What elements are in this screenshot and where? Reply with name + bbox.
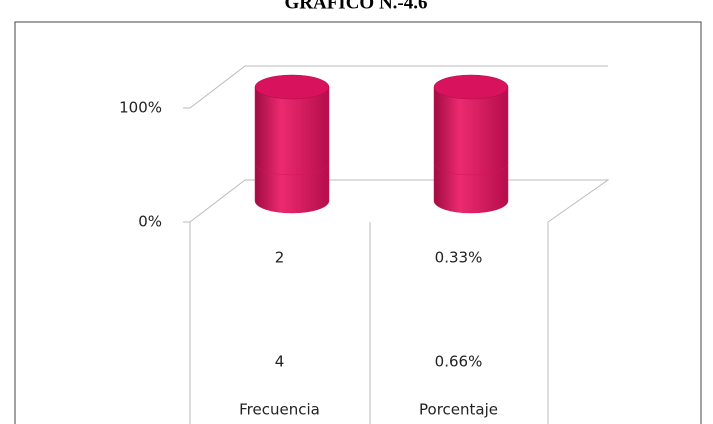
bar [254, 86, 330, 176]
bar-top [254, 74, 330, 100]
y-tick-label: 100% [119, 99, 162, 117]
table-cell: 2 [275, 249, 285, 267]
bar [433, 86, 509, 176]
table-cell: 4 [275, 353, 285, 371]
table-cell: 0.33% [435, 249, 483, 267]
bar-top [433, 74, 509, 100]
bar [254, 162, 330, 214]
grid-line [183, 179, 610, 223]
y-tick-label: 0% [138, 213, 162, 231]
x-tick-label: Porcentaje [419, 401, 498, 419]
x-tick-label: Frecuencia [239, 401, 320, 419]
bar [433, 162, 509, 214]
table-cell: 0.66% [435, 353, 483, 371]
grid-line [183, 65, 608, 109]
chart-title: GRAFICO N.-4.6 [284, 0, 427, 13]
chart-frame [14, 21, 702, 424]
